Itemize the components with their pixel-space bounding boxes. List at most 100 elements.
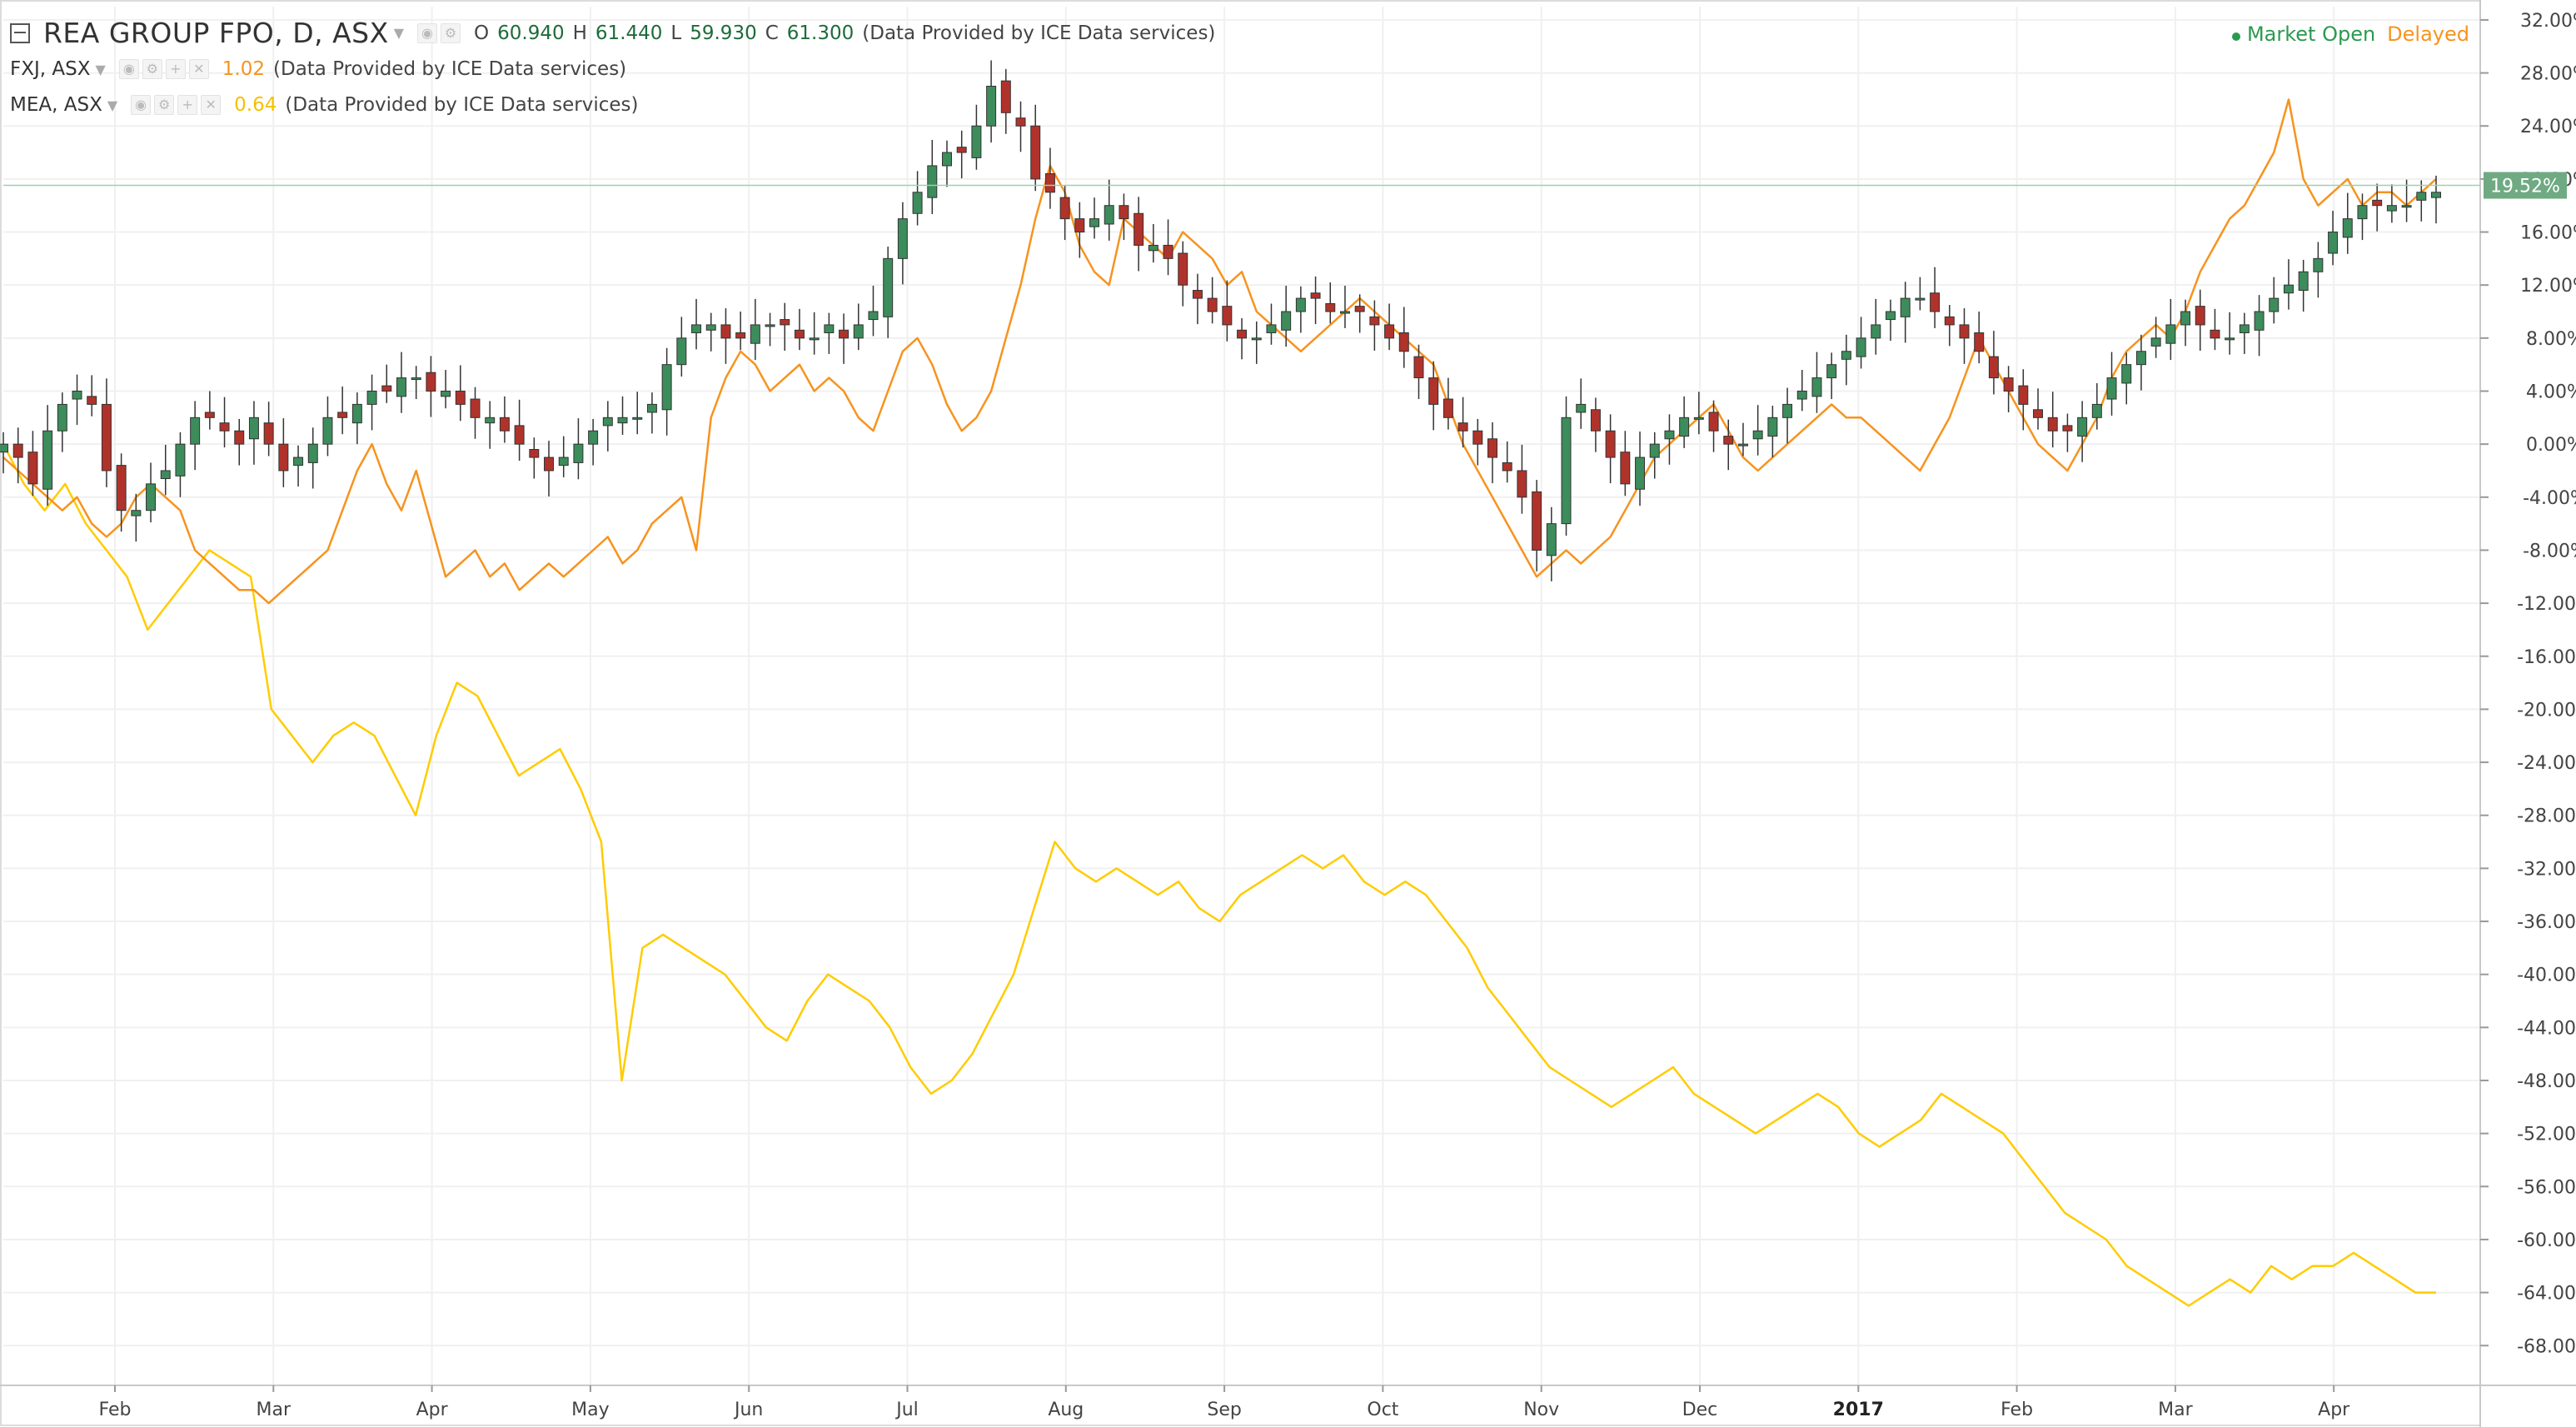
candle [455,365,466,422]
candle [1428,361,1439,431]
candle-body [2269,297,2280,312]
candle [1502,441,1512,483]
chevron-down-icon[interactable]: ▼ [393,25,405,41]
fxj-symbol[interactable]: FXJ, ASX [10,58,91,80]
candle-body [234,430,245,445]
candle-body [1281,311,1292,331]
candle-body [2077,417,2088,437]
candle [1222,280,1233,342]
candle-body [1517,470,1527,498]
candle-body [544,457,555,472]
candle [602,401,613,452]
candle [1974,312,1985,364]
candle [1251,321,1262,364]
candle-body [485,417,496,424]
candle [470,387,481,439]
close-icon[interactable]: ✕ [188,59,209,79]
candle-body [293,457,304,467]
market-status: Market Open Delayed [2231,22,2469,46]
data-source: (Data Provided by ICE Data services) [285,94,639,116]
candle-body [1930,292,1941,312]
candle [1354,294,1365,333]
candle [263,402,274,457]
candle [381,364,392,403]
candle-body [1871,324,1881,339]
candle-body [1207,297,1218,312]
candle-body [617,417,628,424]
price-tick-label: -28.00% [2517,806,2576,827]
candle-body [116,465,127,511]
candle-body [1251,337,1262,341]
candle-body [2431,192,2441,198]
candle [2372,183,2383,232]
candle [175,432,186,497]
candle [322,396,333,457]
data-source: (Data Provided by ICE Data services) [862,22,1216,44]
candle [1074,202,1085,258]
price-tick-label: -60.00% [2517,1230,2576,1251]
collapse-icon[interactable] [10,22,30,43]
candle-body [411,377,421,381]
candle [1590,397,1601,452]
price-axis[interactable]: 32.00%28.00%24.00%20.00%16.00%12.00%8.00… [2479,0,2576,1427]
plus-icon[interactable]: + [177,95,198,115]
price-axis-bg [2480,0,2576,1427]
candle [2298,259,2309,312]
chevron-down-icon[interactable]: ▼ [95,61,106,77]
candle [2357,193,2368,241]
candle-body [780,319,790,326]
candle [1119,193,1129,241]
candle-body [2283,284,2294,294]
candle-body [2372,199,2383,207]
candle-body [942,152,952,167]
candle-body [1015,117,1026,127]
candle-body [470,398,481,418]
candle [1988,331,1999,395]
candle [2150,317,2161,358]
candle-body [0,443,8,453]
data-source: (Data Provided by ICE Data services) [273,58,627,80]
candle-body [558,457,569,467]
candle [2062,413,2073,452]
mea-symbol[interactable]: MEA, ASX [10,94,102,116]
candle [839,313,850,364]
candle-body [1119,205,1129,220]
gear-icon[interactable]: ⚙ [154,95,175,115]
time-tick-label: Apr [416,1400,449,1420]
candle [160,444,171,496]
candle [2003,366,2014,412]
visibility-icon[interactable]: ◉ [131,95,152,115]
time-axis[interactable]: Feb Mar Apr May Jun Jul Aug Sep Oct Nov Dec 2017 Feb… [0,1385,2576,1420]
time-tick-label: Jul [894,1400,919,1420]
price-tick-label: -36.00% [2517,912,2576,933]
delayed-label: Delayed [2387,22,2469,46]
candle [2091,382,2102,430]
visibility-icon[interactable]: ◉ [417,22,438,43]
visibility-icon[interactable]: ◉ [118,59,139,79]
low-value: 59.930 [690,22,757,44]
price-tick-label: -52.00% [2517,1125,2576,1145]
candle [1472,418,1483,466]
close-icon[interactable]: ✕ [201,95,222,115]
candle-body [632,417,643,420]
candle-body [72,390,82,400]
main-symbol[interactable]: REA GROUP FPO, D, ASX [43,17,389,49]
chevron-down-icon[interactable]: ▼ [107,97,118,113]
candle [868,285,879,337]
candle-body [2254,311,2265,331]
candle [2328,211,2339,266]
candle [12,427,23,484]
candle-body [2003,377,2014,392]
plus-icon[interactable]: + [165,59,186,79]
series-controls: ◉ ⚙ [417,22,461,43]
gear-icon[interactable]: ⚙ [441,22,461,43]
candle [1723,419,1734,471]
gear-icon[interactable]: ⚙ [142,59,162,79]
candle [942,140,952,187]
candle-body [160,470,171,480]
candle-body [1841,351,1851,360]
low-label: L [670,22,682,44]
candle [720,308,731,364]
candle-body [1178,252,1188,286]
